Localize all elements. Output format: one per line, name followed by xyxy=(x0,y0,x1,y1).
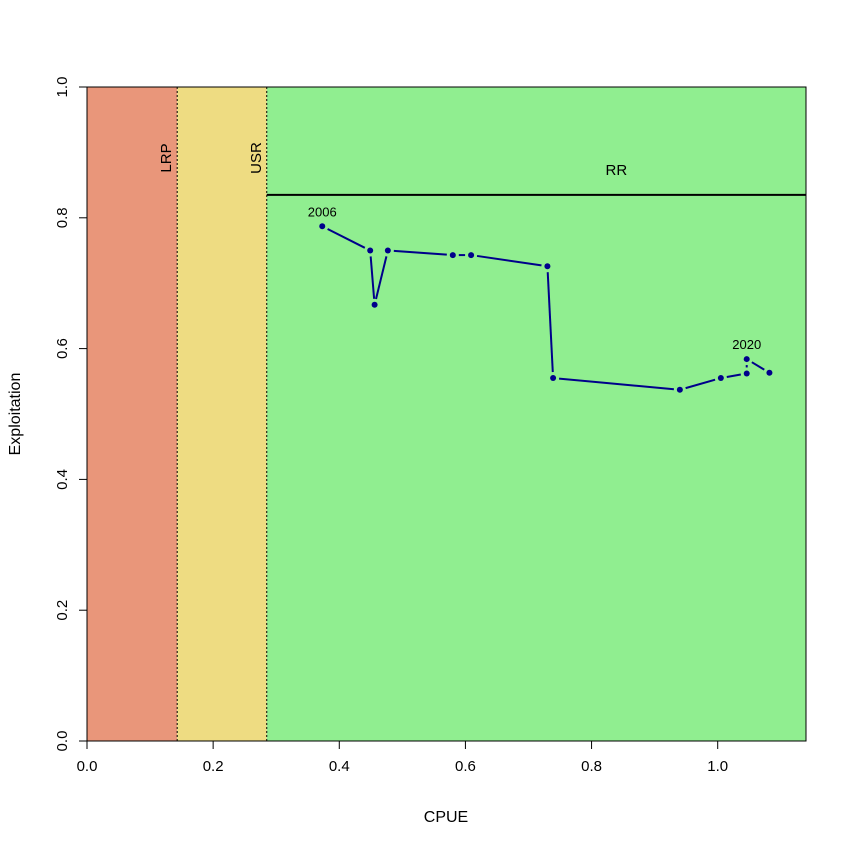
rr-label: RR xyxy=(606,162,628,179)
trajectory-segment xyxy=(546,272,554,373)
trajectory-segment xyxy=(476,254,542,267)
x-axis-title: CPUE xyxy=(424,809,468,826)
trajectory-segment xyxy=(375,256,388,300)
y-tick-label: 0.2 xyxy=(54,600,71,621)
y-tick-label: 0.6 xyxy=(54,338,71,359)
zone-cautious xyxy=(177,87,267,741)
x-tick-label: 0.6 xyxy=(455,758,476,775)
x-tick-label: 0.4 xyxy=(329,758,350,775)
trajectory xyxy=(319,223,773,393)
data-point xyxy=(449,252,456,259)
zone-critical xyxy=(87,87,178,741)
data-point xyxy=(367,247,374,254)
data-point xyxy=(766,369,773,376)
trajectory-segment xyxy=(327,228,366,249)
x-axis: 0.0 0.2 0.4 0.6 0.8 1.0 xyxy=(77,740,728,775)
year-annotation: 2020 xyxy=(732,337,761,352)
usr-label: USR xyxy=(248,142,265,174)
lrp-label: LRP xyxy=(158,143,175,172)
y-tick-label: 0.4 xyxy=(54,469,71,490)
trajectory-segment xyxy=(369,256,376,299)
data-point xyxy=(468,252,475,259)
trajectory-segment xyxy=(393,249,447,256)
zone-healthy xyxy=(266,87,806,741)
y-tick-label: 0.0 xyxy=(54,731,71,752)
trajectory-segment xyxy=(751,361,765,371)
reference-lines: LRP USR RR xyxy=(158,87,806,741)
x-tick-label: 0.2 xyxy=(203,758,224,775)
data-point xyxy=(544,263,551,270)
data-point xyxy=(319,223,326,230)
status-zones xyxy=(87,87,806,741)
data-point xyxy=(717,375,724,382)
data-point xyxy=(371,301,378,308)
x-tick-label: 1.0 xyxy=(707,758,728,775)
y-tick-label: 1.0 xyxy=(54,77,71,98)
year-annotation: 2006 xyxy=(308,204,337,219)
data-point xyxy=(743,370,750,377)
x-tick-label: 0.0 xyxy=(77,758,98,775)
trajectory-segment xyxy=(726,373,741,378)
data-point xyxy=(743,356,750,363)
trajectory-segment xyxy=(558,377,674,391)
year-annotations: 2006 2020 xyxy=(308,204,761,352)
trajectory-segment xyxy=(685,378,716,390)
y-axis: 0.0 0.2 0.4 0.6 0.8 1.0 xyxy=(54,77,88,752)
data-point xyxy=(384,247,391,254)
x-tick-label: 0.8 xyxy=(581,758,602,775)
y-tick-label: 0.8 xyxy=(54,207,71,228)
data-point xyxy=(676,386,683,393)
y-axis-title: Exploitation xyxy=(7,373,24,456)
data-point xyxy=(550,375,557,382)
